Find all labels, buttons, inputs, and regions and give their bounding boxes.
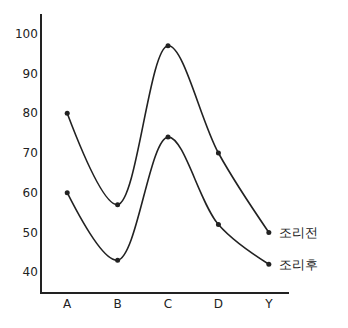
svg-text:C: C (164, 297, 172, 311)
svg-text:B: B (113, 297, 121, 311)
svg-text:80: 80 (23, 106, 38, 120)
svg-text:100: 100 (15, 27, 38, 41)
svg-text:A: A (63, 297, 72, 311)
svg-text:D: D (214, 297, 223, 311)
svg-text:조리전: 조리전 (279, 225, 318, 240)
svg-text:60: 60 (23, 186, 38, 200)
svg-text:90: 90 (23, 67, 38, 81)
svg-text:조리후: 조리후 (279, 257, 318, 272)
svg-text:Y: Y (264, 297, 273, 311)
svg-text:50: 50 (23, 226, 38, 240)
svg-text:70: 70 (23, 146, 38, 160)
svg-text:40: 40 (23, 265, 38, 279)
